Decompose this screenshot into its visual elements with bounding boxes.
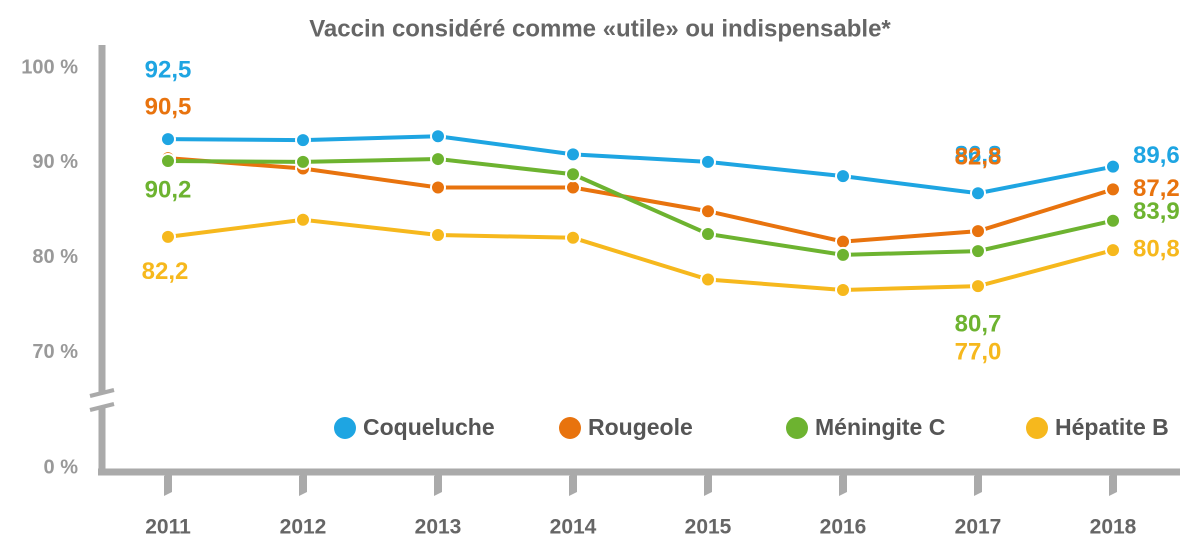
data-point <box>970 223 986 240</box>
legend-label: Coqueluche <box>363 414 495 440</box>
value-label: 89,6 <box>1133 142 1180 169</box>
data-point <box>160 131 176 148</box>
data-point <box>430 128 446 145</box>
data-point <box>835 233 851 250</box>
x-tick-label: 2016 <box>820 516 867 539</box>
data-point <box>295 132 311 149</box>
data-point <box>1105 212 1121 229</box>
legend-swatch <box>334 417 356 439</box>
y-tick-label: 70 % <box>32 341 78 363</box>
y-tick-label: 0 % <box>44 456 79 478</box>
series-line <box>167 156 1114 244</box>
value-label: 82,2 <box>142 258 189 285</box>
legend-swatch <box>786 417 808 439</box>
data-point <box>835 281 851 298</box>
data-point <box>430 151 446 168</box>
value-label: 83,9 <box>1133 198 1180 225</box>
data-point <box>430 179 446 196</box>
series-line <box>167 134 1114 196</box>
legend-label: Hépatite B <box>1055 414 1169 440</box>
x-tick <box>299 472 307 496</box>
x-tick-label: 2015 <box>685 516 732 539</box>
legend-swatch <box>1026 417 1048 439</box>
y-tick-label: 100 % <box>21 56 78 78</box>
value-label: 77,0 <box>955 339 1002 366</box>
data-point <box>295 211 311 228</box>
data-point <box>970 243 986 260</box>
x-tick <box>569 472 577 496</box>
data-point <box>565 179 581 196</box>
axis-break <box>89 388 115 412</box>
series-line <box>167 217 1114 292</box>
data-point <box>835 168 851 185</box>
value-label: 90,2 <box>145 176 192 203</box>
x-tick-label: 2012 <box>280 516 327 539</box>
value-label: 80,7 <box>955 310 1002 337</box>
x-tick <box>704 472 712 496</box>
data-point <box>700 271 716 288</box>
data-point <box>970 278 986 295</box>
x-tick-label: 2013 <box>415 516 462 539</box>
legend-label: Rougeole <box>588 414 693 440</box>
x-tick-label: 2018 <box>1090 516 1137 539</box>
x-tick <box>1109 472 1117 496</box>
data-point <box>565 166 581 183</box>
x-tick <box>164 472 172 496</box>
data-point <box>160 228 176 245</box>
data-point <box>565 146 581 163</box>
x-tick-label: 2011 <box>145 516 191 539</box>
value-label: 92,5 <box>145 56 192 83</box>
data-point <box>700 226 716 242</box>
data-point <box>1105 242 1121 259</box>
data-point <box>700 153 716 170</box>
legend-swatch <box>559 417 581 439</box>
data-point <box>565 229 581 246</box>
series-line <box>167 157 1114 257</box>
chart-title: Vaccin considéré comme «utile» ou indisp… <box>309 15 891 42</box>
x-tick <box>839 472 847 496</box>
value-label: 90,5 <box>145 93 192 120</box>
legend-label: Méningite C <box>815 414 945 440</box>
data-point <box>295 153 311 170</box>
y-tick-label: 80 % <box>32 246 78 268</box>
data-point <box>970 185 986 202</box>
data-point <box>1105 181 1121 198</box>
x-tick-label: 2017 <box>955 516 1002 539</box>
data-point <box>160 152 176 169</box>
value-label: 87,2 <box>1133 175 1180 202</box>
value-label: 82,8 <box>955 143 1002 170</box>
data-point <box>700 203 716 220</box>
data-point <box>835 246 851 263</box>
value-label: 86,8 <box>955 142 1002 169</box>
data-point <box>430 226 446 243</box>
x-tick <box>434 472 442 496</box>
y-tick-label: 90 % <box>32 151 78 173</box>
x-tick <box>974 472 982 496</box>
x-tick-label: 2014 <box>550 516 597 539</box>
data-point <box>1105 158 1121 175</box>
value-label: 80,8 <box>1133 235 1180 262</box>
